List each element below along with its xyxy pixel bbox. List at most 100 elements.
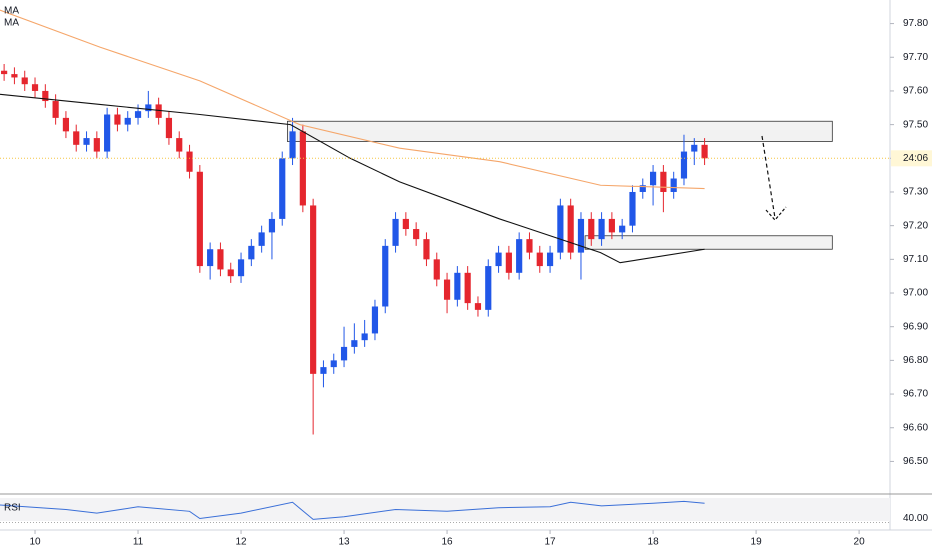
- candle-body: [299, 131, 306, 206]
- candle-body: [557, 205, 564, 253]
- candle-body: [485, 266, 492, 310]
- x-tick-label: 12: [235, 537, 247, 548]
- candle-body: [619, 225, 626, 233]
- candle-body: [351, 340, 358, 347]
- candle-body: [423, 239, 430, 260]
- candle-body: [248, 245, 255, 260]
- candle-body: [186, 151, 193, 172]
- x-tick-label: 18: [648, 537, 660, 548]
- x-tick-label: 16: [441, 537, 453, 548]
- layer: 96.50 96.60 96.70 96.80 96.90 97.00 97.10 97.20…: [0, 6, 932, 548]
- candle-body: [31, 84, 39, 91]
- candle-body: [371, 306, 379, 334]
- candle-body: [649, 171, 657, 186]
- x-tick-label: 13: [338, 537, 350, 548]
- candle-body: [402, 218, 409, 230]
- candle-body: [701, 144, 708, 159]
- y-tick-label: 97.10: [903, 254, 928, 265]
- candle-body: [691, 144, 698, 152]
- rsi-band: [0, 498, 890, 521]
- y-tick-label: 97.70: [903, 52, 928, 63]
- legend-entry: MA: [4, 6, 19, 17]
- y-tick-label: 96.60: [903, 422, 928, 433]
- y-tick-label: 96.90: [903, 321, 928, 332]
- x-tick-label: 20: [854, 537, 866, 548]
- candle-body: [21, 77, 28, 85]
- last-price-box: [891, 150, 932, 167]
- candle-body: [268, 218, 276, 233]
- candle-body: [474, 303, 482, 310]
- candle-body: [670, 178, 677, 192]
- candle-body: [289, 131, 296, 159]
- candle-body: [83, 138, 90, 145]
- candle-body: [134, 111, 142, 118]
- rsi-line: [0, 500, 705, 520]
- candle-body: [588, 218, 595, 240]
- candle-body: [567, 205, 574, 253]
- candle-body: [526, 239, 533, 253]
- candle-body: [495, 252, 502, 267]
- candle-body: [454, 272, 461, 300]
- candle-body: [443, 279, 451, 300]
- x-tick-label: 17: [545, 537, 557, 548]
- candle-body: [196, 171, 203, 267]
- candle-body: [577, 218, 585, 253]
- y-tick-label: 97.20: [903, 220, 928, 231]
- candle-body: [516, 239, 523, 273]
- candle-body: [433, 259, 440, 280]
- candle-body: [629, 191, 636, 226]
- candle-body: [505, 252, 512, 273]
- candle-body: [52, 101, 59, 118]
- candle-body: [258, 232, 265, 246]
- y-tick-label: 97.30: [903, 187, 928, 198]
- candle-body: [340, 346, 348, 361]
- candle-body: [155, 104, 162, 118]
- candle-body: [227, 269, 234, 277]
- candle-body: [42, 90, 49, 102]
- countdown-label: 24:06: [903, 153, 928, 164]
- candle-body: [392, 218, 399, 246]
- candle-body: [361, 333, 368, 341]
- candle-body: [62, 117, 70, 132]
- candle-body: [237, 259, 245, 277]
- y-tick-label: 97.80: [903, 18, 928, 29]
- y-tick-label: 96.70: [903, 389, 928, 400]
- candle-body: [608, 218, 615, 233]
- candle-body: [124, 117, 131, 125]
- candle-body: [165, 117, 173, 139]
- zone: [584, 235, 833, 250]
- candle-body: [176, 138, 183, 152]
- candle-body: [73, 131, 80, 145]
- candle-body: [598, 218, 605, 240]
- candle-body: [413, 229, 420, 240]
- candle-body: [145, 104, 152, 112]
- y-tick-label: 40.00: [903, 513, 928, 524]
- x-tick-label: 11: [133, 537, 144, 548]
- candle-body: [320, 367, 327, 374]
- candle-body: [546, 252, 554, 267]
- zone: [286, 120, 833, 142]
- candle-body: [279, 158, 286, 219]
- candle-body: [1, 70, 8, 75]
- candle-body: [104, 114, 111, 152]
- x-tick-label: 19: [751, 537, 763, 548]
- candle-body: [680, 151, 688, 179]
- y-tick-label: 97.50: [903, 119, 928, 130]
- y-tick-label: 97.00: [903, 288, 928, 299]
- candle-body: [330, 360, 337, 368]
- candle-body: [310, 205, 317, 374]
- candle-body: [464, 272, 471, 304]
- candle-body: [382, 245, 389, 307]
- candle-body: [11, 74, 18, 78]
- y-tick-label: 96.50: [903, 456, 928, 467]
- candle-body: [660, 171, 667, 192]
- candle-body: [217, 249, 224, 270]
- candle-body: [639, 185, 646, 192]
- candle-body: [207, 249, 214, 267]
- x-tick-label: 10: [29, 537, 41, 548]
- y-tick-label: 96.80: [903, 355, 928, 366]
- moving-average: [0, 9, 705, 190]
- pane-title: RSI: [4, 503, 21, 514]
- candle-body: [93, 138, 100, 152]
